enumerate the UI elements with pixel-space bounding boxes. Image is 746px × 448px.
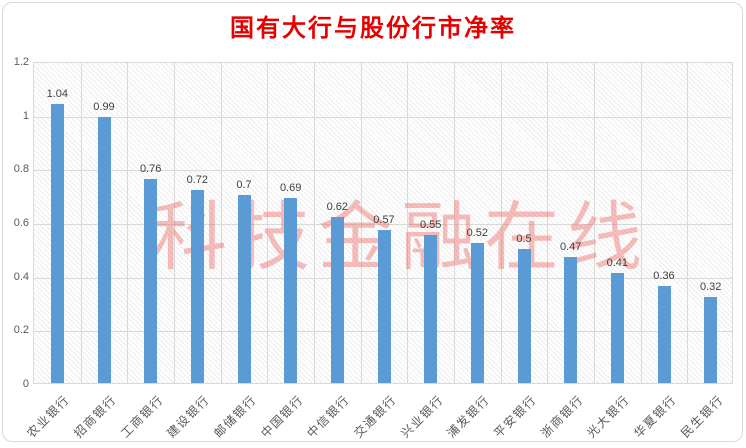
bar-value-label: 0.69 xyxy=(279,181,302,194)
bar-value-label: 0.62 xyxy=(326,200,349,213)
x-axis-category-label: 建设银行 xyxy=(164,392,213,441)
bar xyxy=(97,117,111,383)
gridline-vertical xyxy=(127,63,129,383)
gridline-vertical xyxy=(500,63,502,383)
gridline-vertical xyxy=(314,63,315,383)
bar-value-label: 0.32 xyxy=(699,281,722,294)
x-axis-category-label: 招商银行 xyxy=(71,392,120,441)
bar-value-label: 0.5 xyxy=(516,232,532,245)
y-axis-tick-label: 0.8 xyxy=(13,163,29,176)
x-axis-category-label: 华夏银行 xyxy=(631,392,680,441)
x-axis-category-label: 中信银行 xyxy=(304,392,353,441)
bar xyxy=(144,179,158,383)
bar xyxy=(704,297,718,383)
y-axis-tick-label: 1 xyxy=(22,109,29,122)
gridline-vertical xyxy=(360,63,362,383)
bar xyxy=(237,195,251,383)
bar xyxy=(190,189,204,383)
y-axis-tick-label: 0.4 xyxy=(13,270,29,283)
bar xyxy=(657,286,671,383)
bar xyxy=(470,243,484,383)
gridline-vertical xyxy=(267,63,269,383)
bar-value-label: 0.72 xyxy=(186,173,209,186)
gridline-vertical xyxy=(407,63,409,383)
x-axis-category-label: 平安银行 xyxy=(491,392,540,441)
y-axis-tick-label: 0.6 xyxy=(13,217,29,229)
gridline-horizontal xyxy=(34,116,732,118)
bar-value-label: 1.04 xyxy=(46,87,69,100)
x-axis-category-label: 兴业银行 xyxy=(397,392,446,441)
y-axis-tick-label: 0 xyxy=(22,378,29,390)
y-axis-tick-label: 0.2 xyxy=(13,324,29,337)
bar xyxy=(610,272,624,383)
bar-value-label: 0.99 xyxy=(93,101,115,114)
gridline-vertical xyxy=(454,63,455,383)
gridline-vertical xyxy=(547,63,549,383)
bar xyxy=(284,197,298,383)
bar-value-label: 0.55 xyxy=(419,219,442,232)
x-axis-category-label: 光大银行 xyxy=(584,392,633,441)
bar-value-label: 0.76 xyxy=(139,163,162,176)
bar xyxy=(517,248,531,383)
y-axis-tick-label: 1.2 xyxy=(13,56,29,68)
x-axis-category-label: 工商银行 xyxy=(117,392,166,441)
bar-value-label: 0.57 xyxy=(373,214,395,227)
plot-area: 1.04 0.99 0.76 0.72 0.7 0.69 0.62 0.57 0.55 0.52 0… xyxy=(33,62,733,384)
gridline-horizontal xyxy=(34,170,732,172)
x-axis-category-label: 浙商银行 xyxy=(537,392,586,441)
x-axis-category-label: 交通银行 xyxy=(351,392,400,441)
bar-value-label: 0.7 xyxy=(236,179,252,192)
bar xyxy=(377,230,391,383)
bar xyxy=(330,216,344,383)
x-axis-category-label: 农业银行 xyxy=(24,392,73,441)
bar xyxy=(564,256,578,383)
x-axis-category-label: 浦发银行 xyxy=(444,392,493,441)
bar xyxy=(50,103,64,383)
chart-title: 国有大行与股份行市净率 xyxy=(230,15,516,42)
bar-value-label: 0.52 xyxy=(466,227,489,240)
gridline-vertical xyxy=(640,63,642,383)
gridline-vertical xyxy=(594,63,595,383)
x-axis-category-label: 中国银行 xyxy=(257,392,306,441)
gridline-horizontal xyxy=(34,224,732,225)
x-axis-category-label: 民生银行 xyxy=(677,392,726,441)
gridline-vertical xyxy=(220,63,222,383)
bar xyxy=(424,235,438,383)
x-axis-category-label: 邮储银行 xyxy=(211,392,260,441)
gridline-vertical xyxy=(80,63,82,383)
bar-value-label: 0.36 xyxy=(653,270,675,283)
bar-value-label: 0.47 xyxy=(559,240,582,253)
gridline-vertical xyxy=(174,63,175,383)
gridline-vertical xyxy=(687,63,689,383)
bar-value-label: 0.41 xyxy=(606,256,629,269)
